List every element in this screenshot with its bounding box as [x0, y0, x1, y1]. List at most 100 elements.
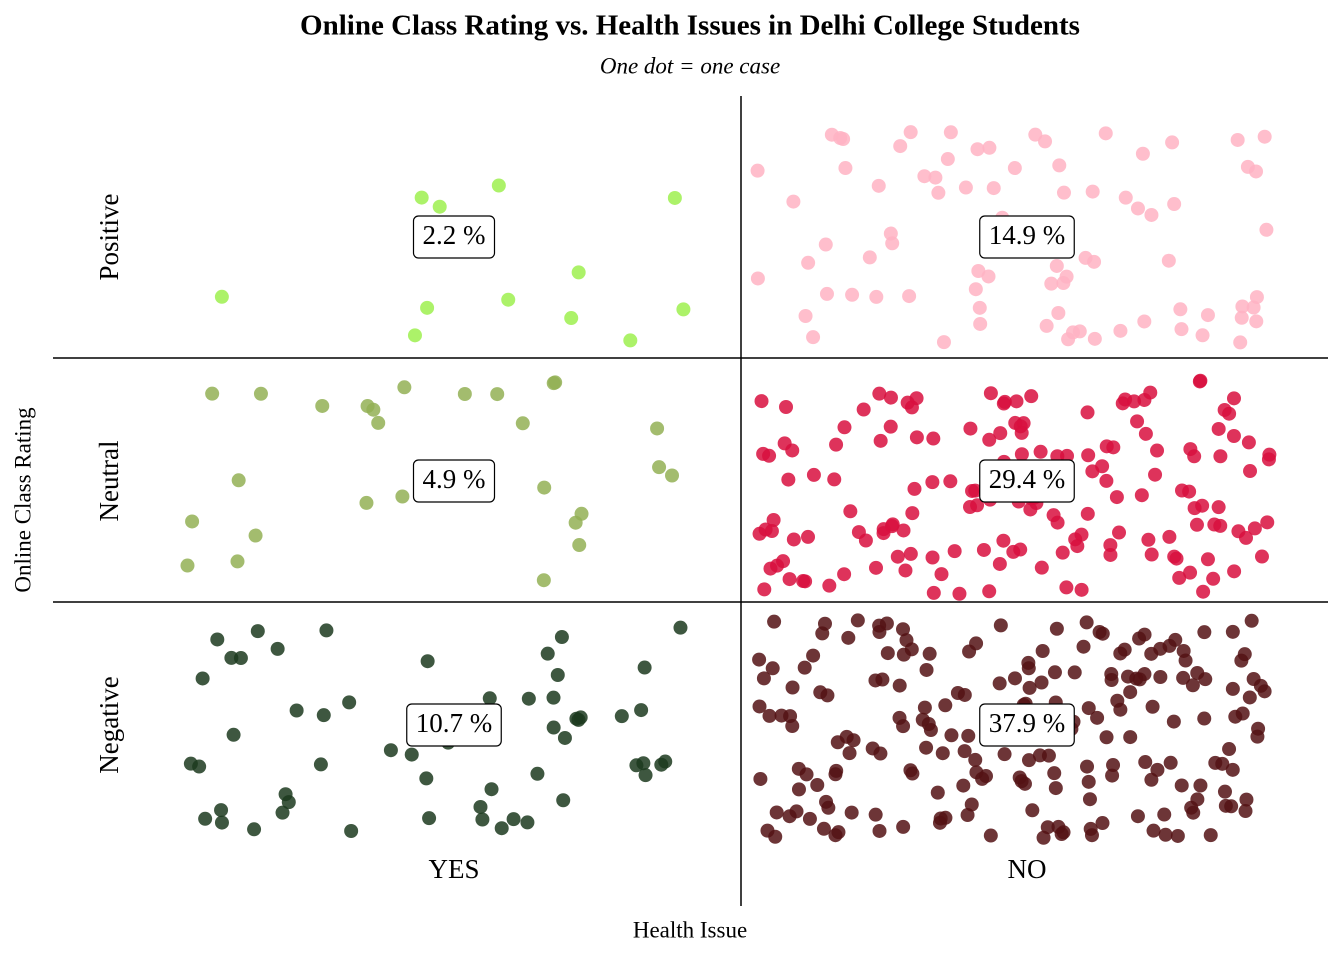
case-dot: [868, 807, 883, 822]
case-dot: [1039, 318, 1054, 333]
case-dot: [1009, 394, 1024, 409]
case-dot: [1211, 500, 1226, 515]
case-dot: [1014, 425, 1029, 440]
case-dot: [1130, 201, 1145, 216]
case-dot: [750, 163, 765, 178]
case-dot: [972, 300, 987, 315]
case-dot: [1197, 711, 1212, 726]
case-dot: [198, 811, 213, 826]
case-dot: [1021, 661, 1036, 676]
case-dot: [1218, 798, 1233, 813]
case-dot: [896, 523, 911, 538]
percent-label: 14.9 %: [979, 215, 1075, 259]
case-dot: [1074, 582, 1089, 597]
case-dot: [1055, 545, 1070, 560]
case-dot: [996, 533, 1011, 548]
case-dot: [769, 805, 784, 820]
case-dot: [925, 550, 940, 565]
case-dot: [828, 767, 843, 782]
case-dot: [1079, 615, 1094, 630]
case-dot: [763, 561, 778, 576]
case-dot: [956, 778, 971, 793]
case-dot: [404, 747, 419, 762]
case-dot: [1195, 328, 1210, 343]
case-dot: [1021, 753, 1036, 768]
chart-title: Online Class Rating vs. Health Issues in…: [300, 10, 1080, 42]
case-dot: [1038, 134, 1053, 149]
case-dot: [253, 386, 268, 401]
case-dot: [214, 815, 229, 830]
case-dot: [1095, 816, 1110, 831]
case-dot: [557, 730, 572, 745]
case-dot: [905, 766, 920, 781]
case-dot: [270, 641, 285, 656]
case-dot: [515, 416, 530, 431]
case-dot: [931, 185, 946, 200]
case-dot: [766, 513, 781, 528]
case-dot: [782, 572, 797, 587]
case-dot: [905, 506, 920, 521]
case-dot: [521, 691, 536, 706]
case-dot: [1056, 185, 1071, 200]
case-dot: [195, 671, 210, 686]
case-dot: [986, 181, 1001, 196]
case-dot: [960, 808, 975, 823]
case-dot: [844, 805, 859, 820]
case-dot: [1109, 490, 1124, 505]
case-dot: [845, 287, 860, 302]
case-dot: [1197, 625, 1212, 640]
case-dot: [883, 226, 898, 241]
case-dot: [1137, 314, 1152, 329]
case-dot: [1008, 415, 1023, 430]
case-dot: [842, 746, 857, 761]
case-dot: [1222, 742, 1237, 757]
case-dot: [1257, 684, 1272, 699]
case-dot: [779, 399, 794, 414]
case-dot: [798, 574, 813, 589]
case-dot: [1130, 809, 1145, 824]
case-dot: [1090, 710, 1105, 725]
case-dot: [981, 269, 996, 284]
case-dot: [750, 271, 765, 286]
case-dot: [964, 797, 979, 812]
case-dot: [667, 190, 682, 205]
case-dot: [1230, 132, 1245, 147]
case-dot: [1246, 300, 1261, 315]
case-dot: [344, 823, 359, 838]
case-dot: [947, 544, 962, 559]
case-dot: [873, 746, 888, 761]
case-dot: [1146, 823, 1161, 838]
case-dot: [1167, 549, 1182, 564]
case-dot: [1257, 129, 1272, 144]
case-dot: [1254, 549, 1269, 564]
case-dot: [921, 717, 936, 732]
case-dot: [1034, 560, 1049, 575]
case-dot: [851, 525, 866, 540]
label-box: [979, 459, 1075, 503]
case-dot: [1135, 146, 1150, 161]
case-dot: [1213, 449, 1228, 464]
label-box: [412, 215, 496, 259]
case-dot: [892, 678, 907, 693]
case-dot: [1080, 506, 1095, 521]
case-dot: [530, 766, 545, 781]
case-dot: [248, 528, 263, 543]
case-dot: [785, 680, 800, 695]
case-dot: [1242, 690, 1257, 705]
case-dot: [673, 620, 688, 635]
case-dot: [501, 292, 516, 307]
case-dot: [1150, 762, 1165, 777]
case-dot: [786, 532, 801, 547]
case-dot: [231, 473, 246, 488]
case-dot: [827, 472, 842, 487]
case-dot: [1025, 803, 1040, 818]
case-dot: [1040, 820, 1055, 835]
case-dot: [1176, 670, 1191, 685]
case-dot: [1087, 331, 1102, 346]
case-dot: [1067, 665, 1082, 680]
case-dot: [360, 399, 375, 414]
case-dot: [798, 308, 813, 323]
case-dot: [1052, 158, 1067, 173]
case-dot: [1187, 449, 1202, 464]
case-dot: [1047, 665, 1062, 680]
